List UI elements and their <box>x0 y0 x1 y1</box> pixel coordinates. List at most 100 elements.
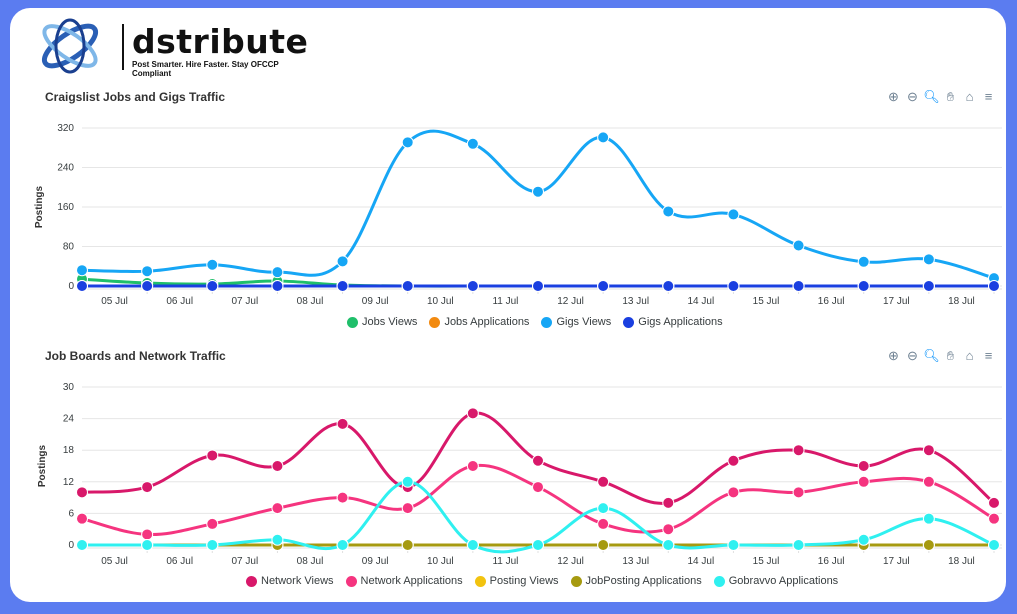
data-point[interactable] <box>76 264 88 277</box>
data-point[interactable] <box>988 539 1000 551</box>
data-point[interactable] <box>532 280 544 292</box>
legend-item[interactable]: JobPosting Applications <box>570 575 702 587</box>
data-point[interactable] <box>141 280 154 292</box>
data-point[interactable] <box>206 280 219 292</box>
data-point[interactable] <box>792 444 805 457</box>
data-point[interactable] <box>336 539 349 551</box>
data-point[interactable] <box>532 539 544 551</box>
legend-item[interactable]: Jobs Views <box>347 316 417 328</box>
data-point[interactable] <box>401 136 414 149</box>
chart-toolbar-2: ⊕ ⊖ 🔍︎ ✋︎ ⌂ ≡ <box>886 347 996 364</box>
data-point[interactable] <box>401 502 414 515</box>
legend-item[interactable]: Jobs Applications <box>429 316 529 328</box>
data-point[interactable] <box>792 280 805 292</box>
data-point[interactable] <box>206 258 219 271</box>
data-point[interactable] <box>336 255 349 268</box>
data-point[interactable] <box>988 512 1000 525</box>
data-point[interactable] <box>792 539 805 551</box>
data-point[interactable] <box>922 253 935 266</box>
data-point[interactable] <box>206 539 219 551</box>
data-point[interactable] <box>922 280 935 292</box>
pan-hand-icon[interactable]: ✋︎ <box>946 347 955 363</box>
data-point[interactable] <box>857 255 870 268</box>
data-point[interactable] <box>532 454 544 467</box>
home-icon[interactable]: ⌂ <box>965 89 974 104</box>
data-point[interactable] <box>988 280 1000 292</box>
data-point[interactable] <box>206 517 219 530</box>
data-point[interactable] <box>922 539 935 551</box>
menu-icon[interactable]: ≡ <box>984 348 993 363</box>
data-point[interactable] <box>792 239 805 252</box>
data-point[interactable] <box>466 539 479 551</box>
legend-item[interactable]: Network Applications <box>345 575 463 587</box>
data-point[interactable] <box>727 208 740 221</box>
data-point[interactable] <box>922 444 935 457</box>
data-point[interactable] <box>857 280 870 292</box>
data-point[interactable] <box>401 280 414 292</box>
data-point[interactable] <box>466 407 479 420</box>
data-point[interactable] <box>662 523 675 536</box>
data-point[interactable] <box>532 185 544 198</box>
data-point[interactable] <box>336 280 349 292</box>
data-point[interactable] <box>597 517 610 530</box>
data-point[interactable] <box>662 280 675 292</box>
menu-icon[interactable]: ≡ <box>984 89 993 104</box>
legend-item[interactable]: Posting Views <box>474 575 559 587</box>
data-point[interactable] <box>271 502 284 515</box>
legend-label: Gobravvo Applications <box>728 575 839 587</box>
data-point[interactable] <box>922 475 935 488</box>
data-point[interactable] <box>662 205 675 218</box>
data-point[interactable] <box>141 539 154 551</box>
data-point[interactable] <box>597 280 610 292</box>
magnifier-icon[interactable]: 🔍︎ <box>923 88 940 104</box>
data-point[interactable] <box>597 475 610 488</box>
data-point[interactable] <box>271 460 284 472</box>
data-point[interactable] <box>76 486 88 499</box>
data-point[interactable] <box>597 539 610 551</box>
data-point[interactable] <box>466 137 479 150</box>
data-point[interactable] <box>988 496 1000 509</box>
data-point[interactable] <box>922 512 935 525</box>
data-point[interactable] <box>76 280 88 292</box>
legend-item[interactable]: Gigs Views <box>541 316 611 328</box>
zoom-out-icon[interactable]: ⊖ <box>907 347 918 363</box>
zoom-in-icon[interactable]: ⊕ <box>888 347 899 363</box>
magnifier-icon[interactable]: 🔍︎ <box>923 347 940 363</box>
data-point[interactable] <box>271 266 284 279</box>
data-point[interactable] <box>857 533 870 546</box>
y-tick-label: 30 <box>63 382 75 393</box>
data-point[interactable] <box>401 475 414 488</box>
data-point[interactable] <box>336 417 349 430</box>
data-point[interactable] <box>792 486 805 499</box>
data-point[interactable] <box>662 496 675 509</box>
data-point[interactable] <box>466 280 479 292</box>
data-point[interactable] <box>271 280 284 292</box>
data-point[interactable] <box>857 460 870 472</box>
data-point[interactable] <box>662 539 675 551</box>
data-point[interactable] <box>597 502 610 515</box>
data-point[interactable] <box>336 491 349 504</box>
data-point[interactable] <box>727 486 740 499</box>
data-point[interactable] <box>141 528 154 541</box>
data-point[interactable] <box>727 454 740 467</box>
data-point[interactable] <box>597 131 610 144</box>
data-point[interactable] <box>727 280 740 292</box>
pan-hand-icon[interactable]: ✋︎ <box>946 88 955 104</box>
data-point[interactable] <box>271 533 284 546</box>
data-point[interactable] <box>141 481 154 494</box>
data-point[interactable] <box>206 449 219 462</box>
legend-item[interactable]: Gobravvo Applications <box>713 575 839 587</box>
data-point[interactable] <box>401 539 414 551</box>
data-point[interactable] <box>76 539 88 551</box>
data-point[interactable] <box>857 475 870 488</box>
legend-item[interactable]: Gigs Applications <box>623 316 723 328</box>
data-point[interactable] <box>466 460 479 472</box>
zoom-in-icon[interactable]: ⊕ <box>888 88 899 104</box>
zoom-out-icon[interactable]: ⊖ <box>907 88 918 104</box>
data-point[interactable] <box>141 265 154 278</box>
data-point[interactable] <box>532 481 544 494</box>
data-point[interactable] <box>76 512 88 525</box>
data-point[interactable] <box>727 539 740 551</box>
home-icon[interactable]: ⌂ <box>965 348 974 363</box>
legend-item[interactable]: Network Views <box>246 575 334 587</box>
